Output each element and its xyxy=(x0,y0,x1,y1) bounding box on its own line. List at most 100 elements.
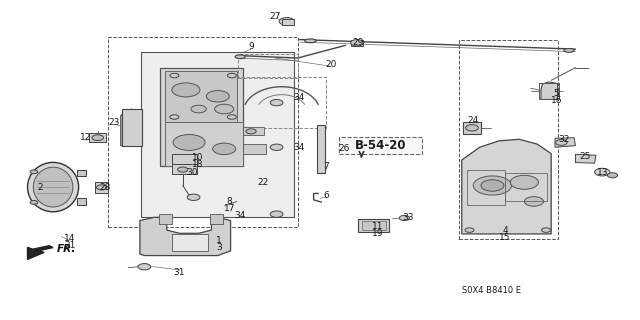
Circle shape xyxy=(170,73,179,78)
Circle shape xyxy=(172,83,200,97)
Polygon shape xyxy=(462,139,551,234)
Text: 12: 12 xyxy=(80,133,92,142)
Ellipse shape xyxy=(235,55,245,59)
Bar xyxy=(95,182,108,193)
Bar xyxy=(505,173,547,201)
Polygon shape xyxy=(121,109,143,146)
Circle shape xyxy=(138,264,151,270)
Bar xyxy=(172,164,197,174)
Circle shape xyxy=(206,91,229,102)
Bar xyxy=(108,37,298,227)
Bar xyxy=(172,154,197,164)
Bar xyxy=(243,144,266,154)
Ellipse shape xyxy=(28,162,79,212)
Text: 26: 26 xyxy=(338,144,349,153)
Text: S0X4 B8410 E: S0X4 B8410 E xyxy=(461,286,521,295)
Circle shape xyxy=(595,168,610,176)
Text: 29: 29 xyxy=(353,38,364,47)
Circle shape xyxy=(30,170,38,174)
Circle shape xyxy=(481,180,504,191)
Text: 27: 27 xyxy=(269,12,281,21)
Circle shape xyxy=(556,140,567,145)
Circle shape xyxy=(30,200,38,204)
Circle shape xyxy=(279,18,294,25)
Circle shape xyxy=(466,124,478,131)
Text: 24: 24 xyxy=(468,116,479,125)
Bar xyxy=(159,214,172,224)
Bar xyxy=(122,109,143,146)
Polygon shape xyxy=(166,122,243,166)
Text: 18: 18 xyxy=(191,160,203,169)
Bar xyxy=(237,77,326,128)
Circle shape xyxy=(541,228,550,232)
Polygon shape xyxy=(555,138,575,147)
Circle shape xyxy=(465,228,474,232)
Text: 8: 8 xyxy=(227,197,232,206)
Text: 13: 13 xyxy=(596,168,608,177)
Polygon shape xyxy=(140,217,230,256)
Bar xyxy=(317,125,325,173)
Text: 34: 34 xyxy=(234,211,246,220)
Polygon shape xyxy=(28,246,53,260)
Circle shape xyxy=(607,173,618,178)
Bar xyxy=(351,40,364,46)
Circle shape xyxy=(214,104,234,114)
Circle shape xyxy=(351,40,364,46)
Circle shape xyxy=(170,115,179,119)
Bar xyxy=(463,122,481,134)
Text: 20: 20 xyxy=(326,60,337,69)
Bar xyxy=(539,83,559,100)
Text: B-54-20: B-54-20 xyxy=(355,139,406,152)
Polygon shape xyxy=(575,154,596,163)
Text: 14: 14 xyxy=(64,234,76,243)
Polygon shape xyxy=(141,52,294,217)
Text: 6: 6 xyxy=(323,190,329,200)
Circle shape xyxy=(187,194,200,200)
Circle shape xyxy=(510,175,538,189)
Text: 30: 30 xyxy=(186,168,198,177)
Circle shape xyxy=(97,185,107,190)
Text: FR.: FR. xyxy=(57,244,76,253)
Text: 32: 32 xyxy=(558,135,570,144)
Text: 15: 15 xyxy=(499,233,511,242)
Text: 21: 21 xyxy=(64,241,76,250)
Ellipse shape xyxy=(564,49,574,52)
Circle shape xyxy=(177,167,188,172)
Polygon shape xyxy=(172,234,208,251)
Bar xyxy=(282,19,294,25)
Ellipse shape xyxy=(33,167,73,207)
Text: 11: 11 xyxy=(372,222,383,231)
Bar xyxy=(467,170,505,204)
Polygon shape xyxy=(161,68,243,166)
Circle shape xyxy=(173,134,205,150)
Text: 5: 5 xyxy=(554,89,559,98)
Bar xyxy=(358,219,389,232)
Text: 7: 7 xyxy=(323,162,329,171)
Polygon shape xyxy=(77,198,86,204)
Polygon shape xyxy=(77,170,86,176)
Text: 9: 9 xyxy=(248,42,254,52)
Text: 34: 34 xyxy=(293,143,305,152)
Circle shape xyxy=(227,115,236,119)
Text: 28: 28 xyxy=(99,183,111,192)
Text: 23: 23 xyxy=(109,118,120,127)
Polygon shape xyxy=(166,71,237,122)
Bar xyxy=(89,133,106,142)
Circle shape xyxy=(399,215,410,220)
Text: 33: 33 xyxy=(403,213,414,222)
Circle shape xyxy=(212,143,236,155)
Text: 22: 22 xyxy=(257,178,268,187)
Text: 4: 4 xyxy=(502,226,508,235)
Bar xyxy=(210,214,223,224)
Circle shape xyxy=(270,211,283,217)
Text: 31: 31 xyxy=(173,268,185,277)
Circle shape xyxy=(191,105,206,113)
Circle shape xyxy=(524,197,543,206)
Circle shape xyxy=(246,129,256,134)
Bar xyxy=(243,126,264,134)
Bar xyxy=(460,40,557,239)
Text: 3: 3 xyxy=(216,243,222,252)
Bar xyxy=(339,137,422,154)
Circle shape xyxy=(270,100,283,106)
Text: 34: 34 xyxy=(293,93,305,102)
